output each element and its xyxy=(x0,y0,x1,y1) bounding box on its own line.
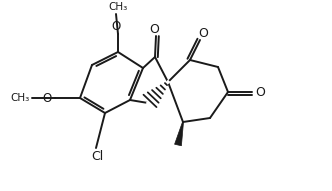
Text: O: O xyxy=(111,19,121,32)
Text: O: O xyxy=(255,86,265,99)
Text: CH₃: CH₃ xyxy=(108,2,127,12)
Text: Cl: Cl xyxy=(91,151,103,163)
Text: O: O xyxy=(149,23,159,36)
Text: CH₃: CH₃ xyxy=(10,93,30,103)
Polygon shape xyxy=(175,122,184,146)
Text: O: O xyxy=(198,27,208,40)
Text: O: O xyxy=(42,91,51,104)
